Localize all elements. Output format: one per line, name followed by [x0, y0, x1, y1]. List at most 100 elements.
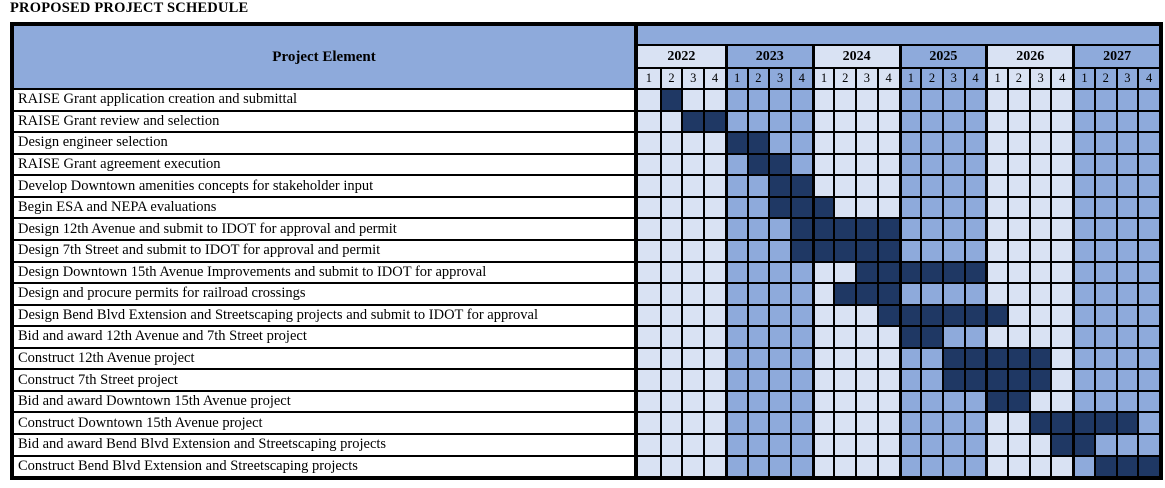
quarter-cell-filled [876, 219, 899, 239]
quarter-cell [985, 154, 1008, 175]
quarter-cell [724, 219, 747, 239]
quarter-header-2024-q3: 3 [855, 69, 877, 88]
quarter-cell [963, 197, 986, 218]
task-row: RAISE Grant agreement execution [14, 152, 1159, 175]
quarter-cell [1007, 305, 1029, 326]
task-label: Construct Downtown 15th Avenue project [14, 413, 638, 433]
quarter-cell [703, 456, 725, 477]
quarter-cell [833, 262, 856, 283]
quarter-header-2025-q1: 1 [898, 69, 921, 88]
quarter-cell [1050, 370, 1073, 390]
quarter-cell [898, 176, 921, 196]
quarter-cell [963, 90, 986, 110]
quarter-cell [963, 176, 986, 196]
column-header-project-element: Project Element [14, 26, 638, 88]
quarter-cell [659, 111, 682, 132]
quarter-cell [746, 348, 769, 369]
quarter-header-2023-q1: 1 [724, 69, 747, 88]
quarter-cell [1093, 262, 1116, 283]
quarter-cell [1093, 391, 1116, 412]
quarter-cell [920, 154, 942, 175]
quarter-header-2023-q4: 4 [789, 69, 812, 88]
quarter-cell [746, 262, 769, 283]
quarter-cell [681, 90, 704, 110]
quarter-cell [941, 219, 964, 239]
quarter-cell-filled [1007, 391, 1029, 412]
quarter-cell [920, 197, 942, 218]
quarter-cell [1072, 284, 1094, 304]
quarter-cell-filled [1028, 413, 1051, 433]
quarter-header-2026-q2: 2 [1007, 69, 1029, 88]
quarter-cell [855, 370, 877, 390]
quarter-cell [920, 348, 942, 369]
quarter-cell [876, 348, 899, 369]
quarter-cell [638, 391, 660, 412]
quarter-cell [985, 240, 1008, 261]
quarter-cell [768, 413, 790, 433]
quarter-cell [1137, 435, 1159, 455]
task-timeline [638, 435, 1159, 455]
quarter-cell [855, 133, 877, 153]
header-strip [638, 26, 1159, 46]
quarter-cell [1137, 413, 1159, 433]
quarter-cell [746, 284, 769, 304]
quarter-cell [833, 154, 856, 175]
quarter-cell [1115, 435, 1138, 455]
quarter-cell [1115, 111, 1138, 132]
quarter-cell [876, 391, 899, 412]
quarter-cell [703, 154, 725, 175]
quarter-cell [789, 305, 812, 326]
quarter-cell [724, 197, 747, 218]
quarter-cell [855, 327, 877, 347]
quarter-cell [941, 327, 964, 347]
quarter-header-2024-q4: 4 [876, 69, 899, 88]
quarter-cell [1007, 284, 1029, 304]
task-row: Construct 7th Street project [14, 368, 1159, 390]
quarter-cell [833, 327, 856, 347]
quarter-cell [1093, 111, 1116, 132]
quarter-cell [811, 391, 834, 412]
quarter-cell [724, 90, 747, 110]
quarter-cell [638, 154, 660, 175]
quarter-cell [898, 456, 921, 477]
quarter-cell [963, 111, 986, 132]
quarter-cell [963, 219, 986, 239]
quarter-cell [855, 456, 877, 477]
quarter-cell [724, 262, 747, 283]
quarter-cell [876, 370, 899, 390]
quarter-cell-filled [855, 240, 877, 261]
quarter-cell [1050, 391, 1073, 412]
quarter-cell [898, 435, 921, 455]
quarter-cell [941, 284, 964, 304]
task-label: RAISE Grant agreement execution [14, 154, 638, 175]
quarter-cell [1137, 219, 1159, 239]
task-label: Construct 7th Street project [14, 370, 638, 390]
quarter-cell [833, 348, 856, 369]
quarter-cell [1028, 176, 1051, 196]
quarter-cell [1050, 219, 1073, 239]
quarter-cell [920, 133, 942, 153]
quarter-cell [963, 327, 986, 347]
quarter-cell [1093, 327, 1116, 347]
page-title: PROPOSED PROJECT SCHEDULE [10, 0, 249, 16]
quarter-cell [1007, 133, 1029, 153]
quarter-cell [963, 391, 986, 412]
quarter-header-2023-q3: 3 [768, 69, 790, 88]
quarter-cell [833, 435, 856, 455]
quarter-cell [1137, 197, 1159, 218]
quarter-cell [659, 391, 682, 412]
quarter-cell [768, 327, 790, 347]
quarter-cell [811, 262, 834, 283]
quarter-cell [659, 240, 682, 261]
quarter-header-2026-q4: 4 [1050, 69, 1073, 88]
quarter-cell [1050, 456, 1073, 477]
quarter-cell [1072, 305, 1094, 326]
quarter-cell [659, 305, 682, 326]
quarter-cell [1115, 284, 1138, 304]
quarter-cell [1007, 90, 1029, 110]
task-timeline [638, 456, 1159, 477]
quarter-cell [638, 133, 660, 153]
task-row: Begin ESA and NEPA evaluations [14, 195, 1159, 218]
quarter-cell [1028, 240, 1051, 261]
quarter-cell [811, 90, 834, 110]
